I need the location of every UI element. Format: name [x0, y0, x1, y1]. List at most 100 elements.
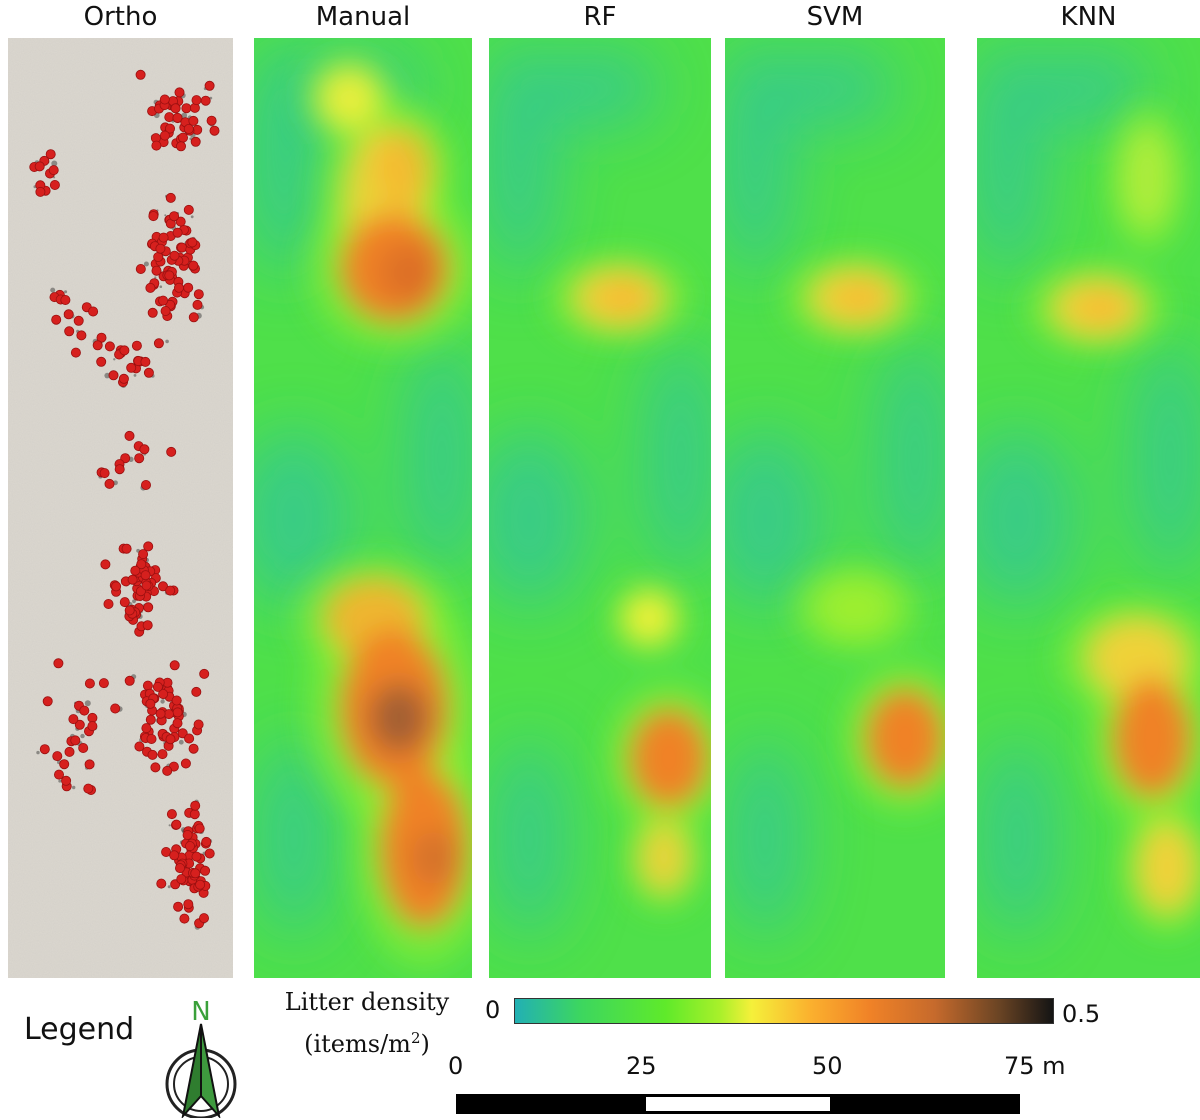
litter-point — [173, 282, 184, 293]
litter-point — [183, 204, 194, 215]
litter-point — [87, 721, 98, 732]
litter-point — [153, 338, 164, 349]
litter-point — [118, 373, 129, 384]
density-label: Litter density (items/m2) — [272, 984, 462, 1062]
litter-point — [70, 347, 81, 358]
litter-point — [121, 543, 132, 554]
litter-point — [199, 668, 210, 679]
litter-point — [177, 132, 188, 143]
litter-point — [194, 823, 205, 834]
litter-point — [64, 326, 75, 337]
litter-point — [60, 294, 71, 305]
litter-point — [156, 878, 167, 889]
litter-point — [184, 841, 195, 852]
litter-point — [181, 103, 192, 114]
litter-point — [188, 260, 199, 271]
panel-title-svm: SVM — [806, 2, 864, 32]
litter-point — [169, 250, 180, 261]
litter-point — [195, 879, 206, 890]
litter-point — [192, 299, 203, 310]
litter-point — [158, 689, 169, 700]
litter-point — [200, 865, 211, 876]
litter-point — [139, 444, 150, 455]
litter-point — [124, 605, 135, 616]
litter-point — [140, 356, 151, 367]
litter-point — [198, 913, 209, 924]
litter-point — [96, 356, 107, 367]
litter-point — [124, 430, 135, 441]
litter-point — [171, 819, 182, 830]
litter-point — [135, 69, 146, 80]
litter-point — [108, 370, 119, 381]
litter-point — [191, 686, 202, 697]
colorbar-min-label: 0 — [485, 996, 501, 1024]
litter-point — [126, 362, 137, 373]
litter-point — [204, 848, 215, 859]
litter-point — [166, 446, 177, 457]
litter-point — [119, 345, 130, 356]
litter-point — [138, 549, 149, 560]
litter-point — [34, 161, 45, 172]
litter-point — [153, 251, 164, 262]
litter-point — [147, 749, 158, 760]
litter-point — [172, 227, 183, 238]
litter-point — [84, 759, 95, 770]
litter-point — [166, 809, 177, 820]
litter-point — [136, 559, 147, 570]
scale-tick-75: 75 m — [1004, 1052, 1066, 1080]
litter-point — [146, 734, 157, 745]
litter-point — [151, 140, 162, 151]
north-letter: N — [191, 997, 210, 1027]
litter-point — [169, 211, 180, 222]
svm-density-map — [725, 38, 945, 978]
legend-label: Legend — [24, 1012, 135, 1047]
litter-point — [159, 130, 170, 141]
litter-point — [141, 580, 152, 591]
litter-point — [54, 769, 65, 780]
litter-point — [119, 597, 130, 608]
litter-point — [53, 658, 64, 669]
litter-point — [79, 705, 90, 716]
litter-point — [182, 830, 193, 841]
scale-bar — [456, 1094, 1020, 1114]
litter-point — [171, 695, 182, 706]
litter-point — [158, 232, 169, 243]
litter-point — [83, 783, 94, 794]
litter-point — [183, 899, 194, 910]
litter-point — [42, 696, 53, 707]
litter-point — [165, 585, 176, 596]
litter-point — [142, 620, 153, 631]
litter-point — [51, 314, 62, 325]
litter-point — [152, 681, 163, 692]
litter-point — [131, 340, 142, 351]
litter-point — [151, 265, 162, 276]
ortho-panel — [8, 38, 233, 978]
litter-point — [78, 743, 89, 754]
litter-point — [142, 680, 153, 691]
litter-point — [188, 743, 199, 754]
scale-tick-0: 0 — [448, 1052, 464, 1080]
litter-point — [162, 765, 173, 776]
litter-point — [49, 179, 60, 190]
litter-point — [74, 719, 85, 730]
litter-point — [174, 863, 185, 874]
litter-point — [158, 295, 169, 306]
litter-point — [140, 570, 151, 581]
litter-point — [134, 741, 145, 752]
litter-point — [140, 479, 151, 490]
litter-point — [201, 836, 212, 847]
density-label-line1: Litter density — [284, 988, 450, 1016]
density-colorbar — [514, 998, 1054, 1024]
litter-point — [98, 678, 109, 689]
litter-point — [190, 800, 201, 811]
litter-point — [145, 698, 156, 709]
litter-point — [163, 709, 174, 720]
litter-point — [183, 282, 194, 293]
litter-point — [127, 574, 138, 585]
litter-point — [172, 718, 183, 729]
rf-density-map — [489, 38, 711, 978]
ortho-image — [8, 38, 233, 978]
litter-point — [191, 851, 202, 862]
density-label-line2: (items/m2) — [304, 1029, 430, 1058]
litter-point — [188, 115, 199, 126]
